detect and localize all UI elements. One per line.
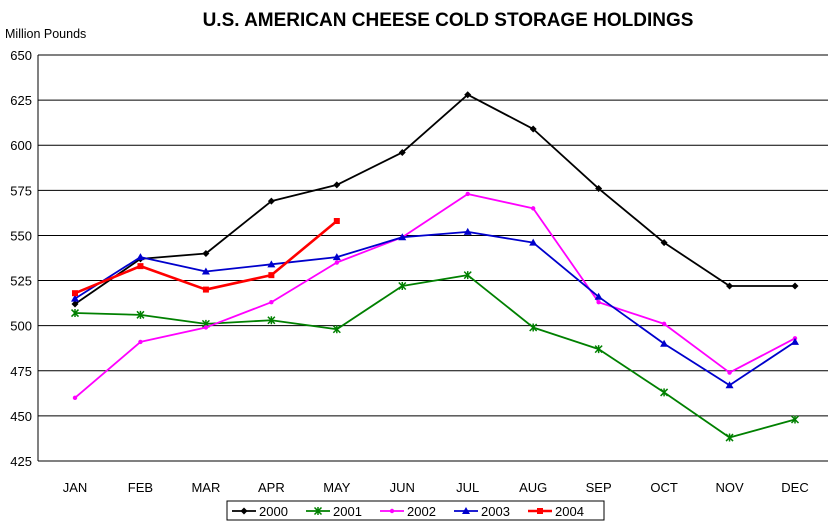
data-point-2004-jan	[72, 290, 78, 297]
series-line-2003	[74, 230, 796, 387]
data-point-2002-sep	[596, 300, 601, 305]
y-tick-label: 475	[10, 364, 32, 379]
data-point-2001-aug	[529, 323, 538, 332]
data-point-2001-sep	[594, 345, 603, 354]
data-point-2001-nov	[725, 433, 734, 442]
legend-label-2002: 2002	[407, 504, 436, 519]
legend-marker-2002	[389, 508, 395, 514]
data-point-2000-sep	[595, 185, 603, 193]
series-line-2004	[74, 220, 338, 295]
data-point-2001-oct	[660, 388, 669, 397]
data-point-2004-mar	[202, 286, 209, 293]
data-point-2000-may	[333, 181, 341, 189]
data-point-2003-may	[332, 253, 341, 261]
data-point-2000-nov	[726, 282, 734, 290]
x-tick-label: FEB	[128, 480, 153, 495]
data-point-2003-mar	[201, 267, 210, 275]
y-tick-label: 600	[10, 138, 32, 153]
x-tick-label: JAN	[63, 480, 88, 495]
data-point-2004-apr	[268, 272, 275, 279]
y-tick-labels: 425 450 475 500 525 550 575 600 625 650	[10, 48, 32, 469]
y-tick-label: 450	[10, 409, 32, 424]
data-point-2003-jan	[71, 294, 79, 302]
y-tick-label: 575	[10, 183, 32, 198]
data-point-2002-may	[334, 260, 340, 265]
data-point-2001-jan	[70, 309, 80, 318]
legend-label-2004: 2004	[555, 504, 584, 519]
data-point-2001-may	[332, 325, 341, 334]
data-point-2003-jun	[398, 233, 407, 241]
x-tick-label: DEC	[781, 480, 808, 495]
legend-label-2003: 2003	[481, 504, 510, 519]
x-tick-label: MAY	[323, 480, 351, 495]
data-point-2002-mar	[203, 325, 209, 330]
legend-marker-2000	[240, 507, 248, 515]
y-tick-label: 500	[10, 319, 32, 334]
x-tick-label: SEP	[586, 480, 612, 495]
data-point-2001-feb	[136, 310, 145, 319]
data-point-2001-jun	[398, 281, 407, 290]
x-tick-label: NOV	[715, 480, 744, 495]
data-point-2000-mar	[202, 249, 210, 257]
data-point-2003-oct	[660, 339, 669, 347]
data-point-2002-oct	[661, 321, 667, 327]
data-point-2003-sep	[594, 292, 603, 300]
legend-label-2000: 2000	[259, 504, 288, 519]
data-point-2000-jun	[398, 148, 406, 156]
data-point-2002-aug	[530, 206, 536, 211]
y-axis-label: Million Pounds	[5, 27, 86, 41]
y-tick-label: 525	[10, 274, 32, 289]
data-point-2004-may	[333, 218, 340, 225]
y-tick-label: 650	[10, 48, 32, 63]
data-point-2002-jul	[465, 191, 470, 197]
data-point-2000-apr	[267, 197, 275, 205]
legend-label-2001: 2001	[333, 504, 362, 519]
legend-marker-2003	[462, 507, 470, 514]
series-lines	[70, 91, 800, 442]
series-line-2000	[74, 93, 795, 305]
data-point-2003-apr	[267, 260, 276, 268]
legend: 2000 2001 2002 2003 2004	[226, 500, 605, 521]
data-point-2003-jul	[463, 227, 472, 235]
data-point-2002-apr	[269, 300, 274, 305]
data-point-2000-jan	[71, 300, 79, 308]
data-point-2003-dec	[791, 337, 799, 345]
data-point-2000-oct	[660, 239, 668, 247]
x-tick-label: APR	[258, 480, 285, 495]
x-tick-label: MAR	[191, 480, 220, 495]
data-point-2001-apr	[267, 316, 276, 325]
legend-box	[226, 500, 605, 521]
data-point-2002-nov	[727, 370, 732, 375]
data-point-2003-nov	[725, 381, 734, 389]
series-line-2002	[74, 193, 796, 399]
x-tick-label: OCT	[650, 480, 678, 495]
y-tick-label: 425	[10, 454, 32, 469]
legend-marker-2001	[313, 506, 323, 516]
data-point-2001-jul	[463, 271, 472, 280]
x-tick-labels: JAN FEB MAR APR MAY JUN JUL AUG SEP OCT NOV DEC	[63, 480, 809, 495]
x-tick-label: JUN	[390, 480, 415, 495]
data-point-2000-jul	[464, 91, 472, 99]
data-point-2002-jan	[72, 395, 78, 401]
data-point-2000-dec	[791, 282, 799, 290]
series-line-2001	[74, 274, 796, 439]
chart-title: U.S. AMERICAN CHEESE COLD STORAGE HOLDIN…	[203, 10, 694, 31]
legend-marker-2004	[537, 508, 543, 514]
x-tick-label: AUG	[519, 480, 547, 495]
data-point-2000-aug	[529, 125, 537, 133]
data-point-2003-aug	[529, 238, 538, 246]
data-point-2004-feb	[137, 263, 144, 270]
data-point-2002-feb	[138, 339, 143, 345]
y-tick-label: 625	[10, 93, 32, 108]
y-tick-label: 550	[10, 228, 32, 243]
data-point-2003-feb	[136, 253, 145, 261]
x-tick-label: JUL	[456, 480, 479, 495]
data-point-2001-dec	[790, 415, 800, 424]
